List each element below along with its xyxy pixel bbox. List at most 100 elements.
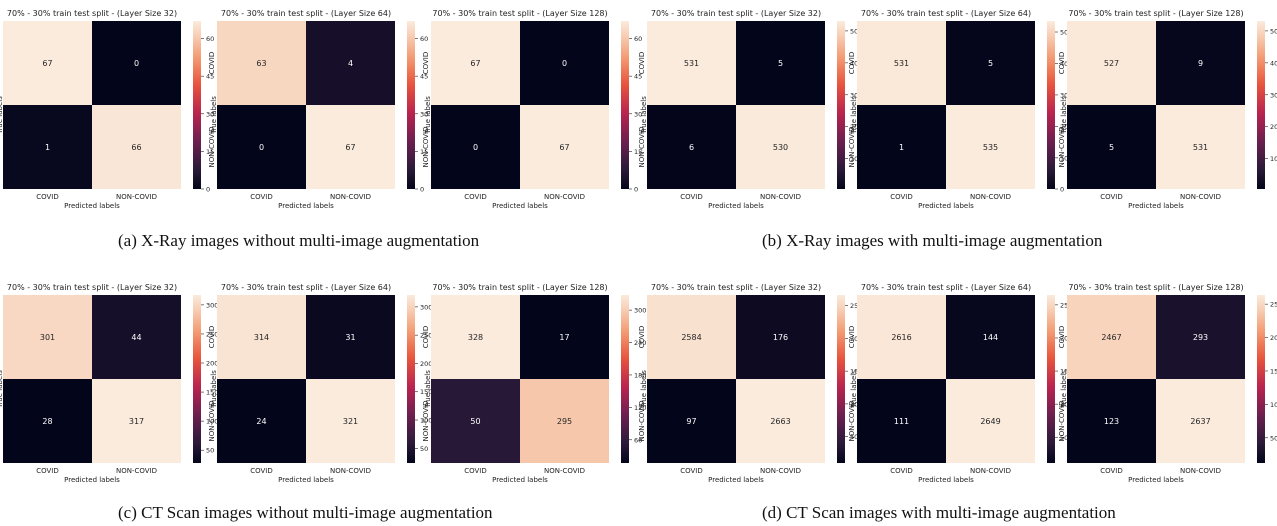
y-tick-label: NON-COVID (1058, 126, 1066, 167)
cell-value-label: 31 (345, 333, 355, 342)
colorbar-tick-label: 300 (1060, 91, 1072, 99)
y-axis-label: True labels (850, 96, 858, 135)
y-axis-label: True labels (0, 96, 4, 135)
heatmap-cell (3, 379, 92, 463)
colorbar-tick-label: 1000 (1270, 401, 1277, 409)
cell-value-label: 0 (473, 143, 478, 152)
heatmap-cell (647, 295, 736, 379)
colorbar (407, 295, 415, 463)
cell-value-label: 0 (134, 59, 139, 68)
heatmap-cell (217, 21, 306, 105)
cell-value-label: 17 (559, 333, 569, 342)
colorbar-tick-label: 2000 (1270, 334, 1277, 342)
colorbar-tick-label: 100 (1270, 155, 1277, 163)
colorbar-tick-label: 200 (1060, 123, 1072, 131)
colorbar-tick-label: 180 (634, 371, 646, 379)
colorbar (621, 295, 629, 463)
confusion-matrix-3: 70% - 30% train test split - (Layer Size… (422, 9, 642, 210)
x-axis-label: Predicted labels (918, 476, 974, 484)
confusion-matrix-2: 70% - 30% train test split - (Layer Size… (208, 9, 428, 210)
heatmap-cell (520, 105, 609, 189)
colorbar-tick-label: 60 (634, 35, 642, 43)
y-tick-label: NON-COVID (0, 400, 2, 441)
x-tick-label: NON-COVID (544, 467, 585, 475)
confusion-matrix-12: 70% - 30% train test split - (Layer Size… (1058, 283, 1277, 484)
x-axis-label: Predicted labels (64, 476, 120, 484)
cell-value-label: 2584 (681, 333, 701, 342)
confusion-matrix-8: 70% - 30% train test split - (Layer Size… (208, 283, 432, 484)
colorbar-tick-label: 200 (850, 123, 862, 131)
colorbar (407, 21, 415, 189)
cell-value-label: 317 (129, 417, 144, 426)
x-axis-label: Predicted labels (278, 202, 334, 210)
cell-value-label: 44 (131, 333, 141, 342)
x-axis-label: Predicted labels (918, 202, 974, 210)
heatmap-cell (3, 295, 92, 379)
colorbar-tick-label: 500 (1270, 434, 1277, 442)
chart-title: 70% - 30% train test split - (Layer Size… (7, 9, 177, 18)
colorbar-tick-label: 250 (206, 330, 218, 338)
x-tick-label: NON-COVID (970, 193, 1011, 201)
cell-value-label: 2649 (980, 417, 1000, 426)
colorbar-tick-label: 50 (420, 445, 428, 453)
cell-value-label: 301 (40, 333, 55, 342)
heatmap-cell (306, 379, 395, 463)
heatmap-cell (217, 105, 306, 189)
colorbar-tick-label: 0 (1060, 186, 1064, 194)
colorbar-tick-label: 1500 (1270, 367, 1277, 375)
y-tick-label: COVID (1058, 52, 1066, 75)
y-axis-label: True labels (1060, 370, 1068, 409)
heatmap-cell (1156, 379, 1245, 463)
caption-a: (a) X-Ray images without multi-image aug… (118, 231, 480, 250)
cell-value-label: 5 (988, 59, 993, 68)
cell-value-label: 530 (773, 143, 788, 152)
heatmap-cell (92, 105, 181, 189)
colorbar-tick-label: 15 (420, 148, 428, 156)
cell-value-label: 321 (343, 417, 358, 426)
colorbar-tick-label: 15 (634, 148, 642, 156)
cell-value-label: 535 (983, 143, 998, 152)
colorbar-tick-label: 60 (420, 35, 428, 43)
heatmap-cell (3, 105, 92, 189)
heatmap-cell (1156, 295, 1245, 379)
cell-value-label: 0 (562, 59, 567, 68)
caption-d: (d) CT Scan images with multi-image augm… (762, 503, 1116, 522)
cell-value-label: 1 (899, 143, 904, 152)
heatmap-cell (3, 21, 92, 105)
x-tick-label: COVID (464, 193, 487, 201)
cell-value-label: 531 (1193, 143, 1208, 152)
y-tick-label: NON-COVID (848, 126, 856, 167)
heatmap-cell (217, 295, 306, 379)
colorbar-tick-label: 30 (206, 110, 214, 118)
heatmap-cell (1067, 295, 1156, 379)
cell-value-label: 144 (983, 333, 998, 342)
heatmap-cell (1067, 105, 1156, 189)
y-axis-label: True labels (210, 96, 218, 135)
x-axis-label: Predicted labels (1128, 202, 1184, 210)
colorbar-tick-label: 500 (1060, 29, 1072, 37)
chart-title: 70% - 30% train test split - (Layer Size… (1068, 283, 1243, 292)
heatmap-cell (946, 21, 1035, 105)
y-tick-label: COVID (208, 326, 216, 349)
x-tick-label: COVID (1100, 467, 1123, 475)
y-tick-label: NON-COVID (422, 400, 430, 441)
cell-value-label: 1 (45, 143, 50, 152)
colorbar-tick-label: 300 (850, 91, 862, 99)
heatmap-cell (857, 105, 946, 189)
x-tick-label: NON-COVID (116, 193, 157, 201)
y-tick-label: NON-COVID (1058, 400, 1066, 441)
colorbar-tick-label: 60 (206, 35, 214, 43)
confusion-matrix-11: 70% - 30% train test split - (Layer Size… (848, 283, 1077, 484)
colorbar-tick-label: 500 (1270, 27, 1277, 35)
y-axis-label: True labels (1060, 96, 1068, 135)
cell-value-label: 67 (470, 59, 480, 68)
x-tick-label: COVID (36, 467, 59, 475)
colorbar-tick-label: 300 (1270, 91, 1277, 99)
heatmap-cell (1067, 379, 1156, 463)
x-axis-label: Predicted labels (492, 476, 548, 484)
heatmap-cell (736, 379, 825, 463)
x-tick-label: COVID (250, 467, 273, 475)
y-axis-label: True labels (640, 370, 648, 409)
cell-value-label: 67 (42, 59, 52, 68)
